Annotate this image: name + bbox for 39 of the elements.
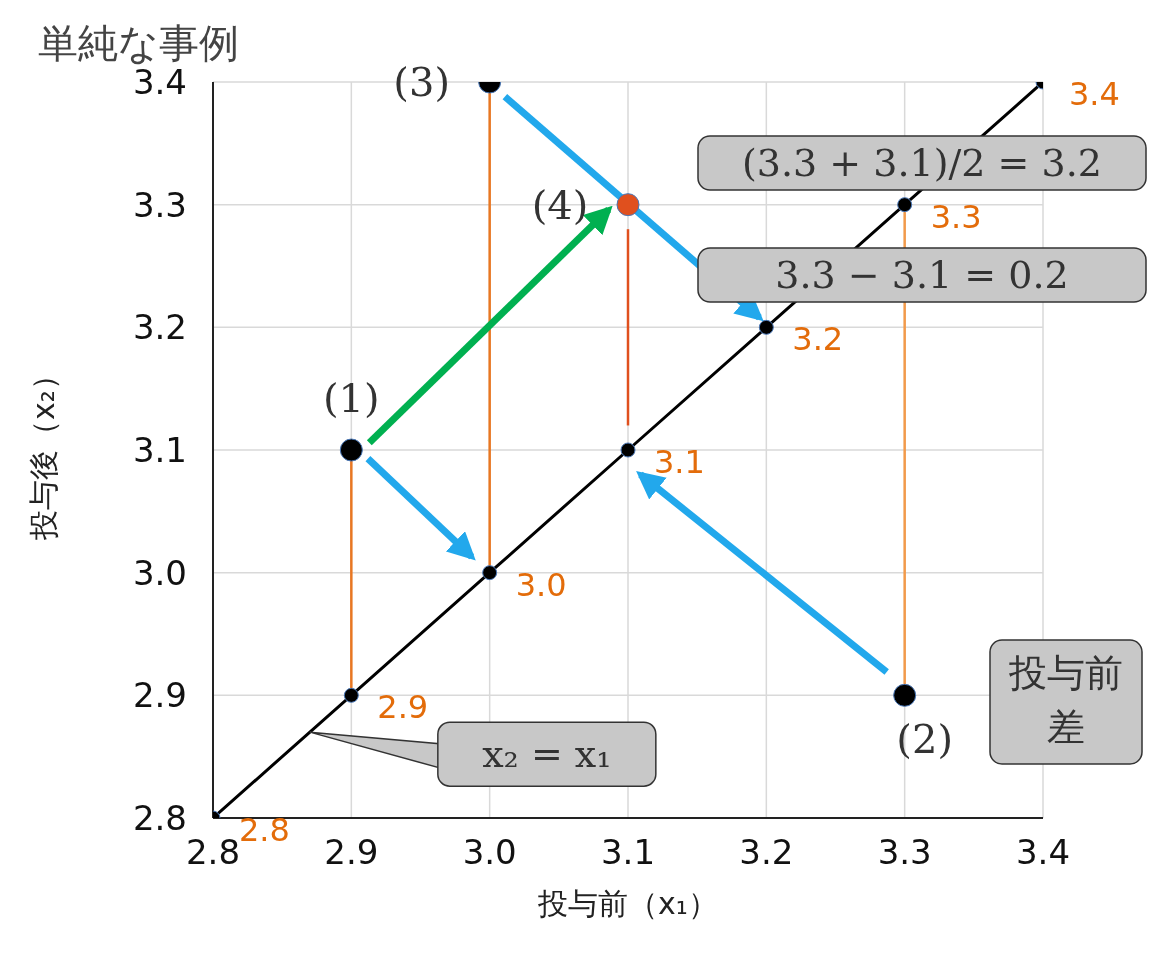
annotation: (3.3 + 3.1)/2 = 3.2 — [742, 141, 1102, 185]
annotation: (1) — [323, 375, 380, 421]
callout-box: 3.3 − 3.1 = 0.2 — [697, 247, 1147, 303]
data-label: 3.4 — [1069, 75, 1120, 113]
annotation: (4) — [531, 181, 589, 228]
x-tick-label: 2.9 — [324, 832, 379, 873]
point — [343, 687, 359, 703]
y-axis-title: 投与後（x₂） — [25, 360, 61, 541]
annotation: (3) — [393, 59, 450, 105]
x-tick-label: 3.0 — [462, 832, 517, 873]
callout-box: 投与前差 — [989, 639, 1143, 765]
data-label: 3.0 — [515, 565, 567, 604]
point — [482, 565, 498, 581]
y-tick-label: 2.9 — [132, 675, 187, 716]
point — [893, 683, 917, 707]
annotation: 3.3 − 3.1 = 0.2 — [775, 253, 1069, 297]
annotation: (2) — [896, 716, 953, 763]
point — [620, 442, 636, 458]
y-tick-label: 3.3 — [132, 184, 187, 225]
annotation: 投与前差 — [1008, 650, 1124, 751]
x-tick-label: 3.4 — [1015, 832, 1071, 873]
data-label: 3.3 — [930, 197, 982, 236]
point — [339, 438, 363, 462]
x-tick-label: 3.1 — [600, 832, 656, 873]
y-tick-label: 2.8 — [132, 798, 187, 839]
callout-box: (3.3 + 3.1)/2 = 3.2 — [697, 135, 1147, 191]
point — [616, 193, 640, 217]
y-tick-label: 3.1 — [132, 430, 187, 471]
annotation: x₂ = x₁ — [482, 732, 612, 777]
point — [758, 319, 774, 335]
data-label: 3.2 — [792, 320, 844, 359]
y-tick-label: 3.0 — [132, 552, 187, 593]
x-tick-label: 3.3 — [877, 832, 932, 873]
x-tick-label: 3.2 — [739, 832, 794, 873]
data-label: 3.1 — [654, 443, 705, 481]
point — [897, 197, 913, 213]
x-axis-title: 投与前（x₁） — [537, 886, 718, 921]
y-tick-label: 3.2 — [132, 307, 187, 348]
x-tick-label: 2.8 — [185, 832, 241, 873]
